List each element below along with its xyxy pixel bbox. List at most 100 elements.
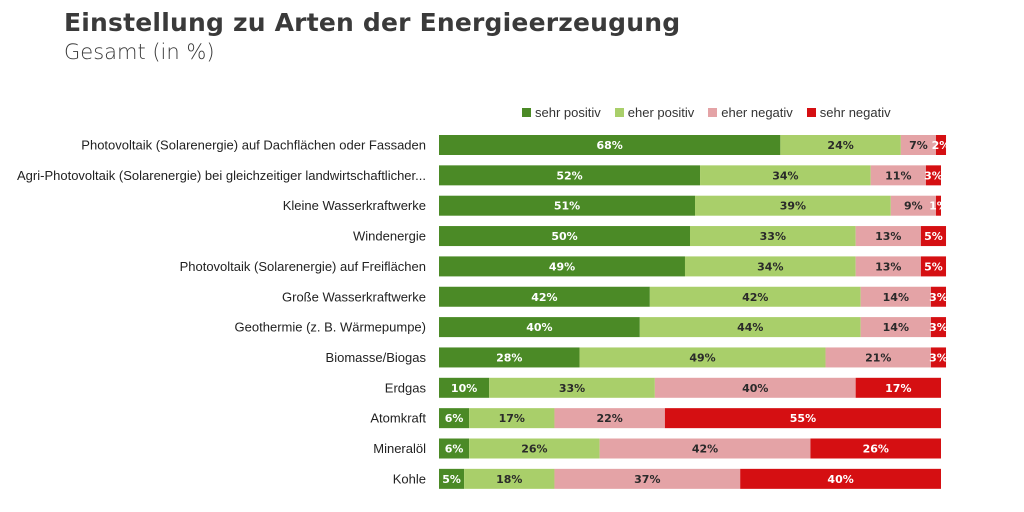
data-label: 2% <box>932 139 951 152</box>
bar-segment <box>690 226 856 247</box>
category-label: Mineralöl <box>373 441 426 456</box>
legend-label: eher positiv <box>627 105 695 120</box>
data-label: 5% <box>924 260 943 273</box>
bar-segment <box>684 256 856 277</box>
bar-row: Photovoltaik (Solarenergie) auf Dachfläc… <box>81 135 950 155</box>
data-label: 26% <box>521 443 547 456</box>
data-label: 17% <box>499 412 525 425</box>
bar-segment <box>780 135 901 155</box>
category-label: Atomkraft <box>370 411 426 426</box>
data-label: 14% <box>883 291 909 304</box>
data-label: 40% <box>526 321 552 334</box>
legend-swatch <box>708 108 718 117</box>
data-label: 39% <box>780 200 806 213</box>
bar-segment <box>469 438 600 459</box>
bar-segment <box>439 226 690 247</box>
data-label: 37% <box>634 473 660 486</box>
category-label: Kohle <box>393 471 426 486</box>
data-label: 50% <box>551 230 577 243</box>
bar-segment <box>439 438 470 459</box>
bar-segment <box>695 195 891 216</box>
data-label: 14% <box>883 321 909 334</box>
bar-segment <box>855 256 921 277</box>
bar-row: Große Wasserkraftwerke 42% 42% 14% 3% <box>282 286 948 307</box>
bar-segment <box>825 347 931 368</box>
data-label: 51% <box>554 200 580 213</box>
data-label: 33% <box>559 382 585 395</box>
bar-segment <box>439 377 490 398</box>
bar-segment <box>890 195 936 216</box>
bar-segment <box>860 286 931 307</box>
chart-legend: sehr positiv eher positiv eher negativ sehr… <box>522 105 891 120</box>
bar-row: Agri-Photovoltaik (Solarenergie) bei gle… <box>17 165 943 186</box>
data-label: 6% <box>445 412 464 425</box>
data-label: 49% <box>549 260 575 273</box>
bar-row: Kohle 5% 18% 37% 40% <box>393 468 941 489</box>
data-label: 34% <box>757 260 783 273</box>
bar-segment <box>649 286 861 307</box>
data-label: 13% <box>875 260 901 273</box>
legend-label: sehr positiv <box>535 105 601 120</box>
data-label: 11% <box>885 169 911 182</box>
bar-row: Geothermie (z. B. Wärmepumpe) 40% 44% 14% 3% <box>235 317 948 338</box>
data-label: 13% <box>875 230 901 243</box>
legend-label: eher negativ <box>721 105 793 120</box>
data-label: 55% <box>790 412 816 425</box>
bar-segment <box>870 165 926 186</box>
data-label: 33% <box>760 230 786 243</box>
chart-subtitle: Gesamt (in %) <box>64 40 215 64</box>
data-label: 17% <box>885 382 911 395</box>
bar-segment <box>554 468 741 489</box>
bar-row: Photovoltaik (Solarenergie) auf Freifläc… <box>180 256 947 277</box>
data-label: 3% <box>929 351 948 364</box>
bar-segment <box>439 165 701 186</box>
data-label: 40% <box>742 382 768 395</box>
bar-segment <box>439 256 685 277</box>
data-label: 26% <box>863 443 889 456</box>
legend-item: eher negativ <box>708 105 793 120</box>
data-label: 3% <box>929 291 948 304</box>
legend-item: sehr positiv <box>522 105 601 120</box>
legend-label: sehr negativ <box>819 105 891 120</box>
bar-segment <box>855 226 921 247</box>
data-label: 7% <box>909 139 928 152</box>
data-label: 68% <box>597 139 623 152</box>
bar-segment <box>439 317 640 338</box>
bar-segment <box>935 135 947 155</box>
legend-swatch <box>614 108 624 117</box>
bar-segment <box>464 468 555 489</box>
data-label: 28% <box>496 351 522 364</box>
bar-segment <box>554 408 665 429</box>
bar-segment <box>579 347 826 368</box>
bar-row: Mineralöl 6% 26% 42% 26% <box>373 438 941 459</box>
category-label: Kleine Wasserkraftwerke <box>283 198 426 213</box>
bar-row: Biomasse/Biogas 28% 49% 21% 3% <box>326 347 948 368</box>
data-label: 24% <box>827 139 853 152</box>
legend-swatch <box>806 108 816 117</box>
legend-item: eher positiv <box>614 105 695 120</box>
data-label: 21% <box>865 351 891 364</box>
legend-item: sehr negativ <box>806 105 891 120</box>
bar-segment <box>920 256 947 277</box>
legend-swatch <box>522 108 531 117</box>
data-label: 40% <box>827 473 853 486</box>
category-label: Große Wasserkraftwerke <box>282 289 426 304</box>
bar-row: Erdgas 10% 33% 40% 17% <box>385 377 941 398</box>
data-label: 42% <box>531 291 557 304</box>
bar-segment <box>900 135 936 155</box>
bar-segment <box>664 408 941 429</box>
chart-title: Einstellung zu Arten der Energieerzeugun… <box>64 8 681 37</box>
bar-row: Windenergie 50% 33% 13% 5% <box>353 226 947 247</box>
bar-segment <box>489 377 655 398</box>
data-label: 1% <box>929 200 948 213</box>
data-label: 44% <box>737 321 763 334</box>
bar-segment <box>810 438 941 459</box>
category-label: Biomasse/Biogas <box>326 350 427 365</box>
bar-segment <box>740 468 941 489</box>
data-label: 34% <box>772 169 798 182</box>
category-label: Photovoltaik (Solarenergie) auf Dachfläc… <box>81 138 426 153</box>
bar-segment <box>439 195 696 216</box>
bar-segment <box>920 226 947 247</box>
bar-segment <box>860 317 931 338</box>
